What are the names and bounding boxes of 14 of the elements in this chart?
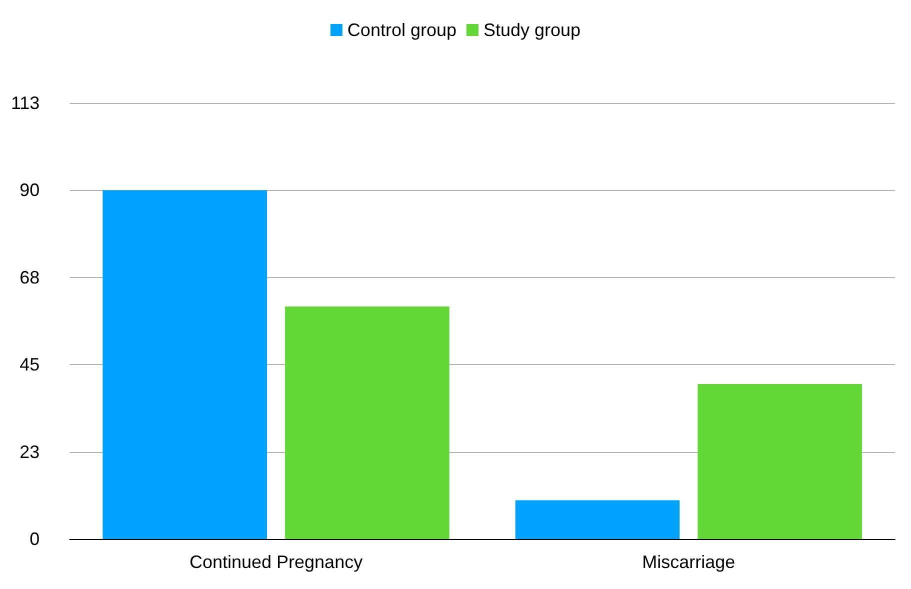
y-tick-label: 45 — [20, 354, 40, 375]
y-tick-label: 68 — [20, 267, 40, 288]
x-tick-label: Continued Pregnancy — [189, 552, 363, 572]
y-tick-label: 0 — [30, 529, 40, 549]
bar — [698, 384, 862, 539]
y-tick-label: 23 — [20, 442, 40, 462]
bar — [515, 500, 680, 539]
y-tick-label: 113 — [10, 93, 40, 113]
bar — [102, 190, 267, 539]
y-tick-label: 90 — [20, 180, 40, 200]
legend-label: Study group — [484, 20, 581, 40]
x-tick-label: Miscarriage — [642, 552, 736, 572]
legend-label: Control group — [347, 20, 457, 40]
bar — [285, 306, 450, 539]
